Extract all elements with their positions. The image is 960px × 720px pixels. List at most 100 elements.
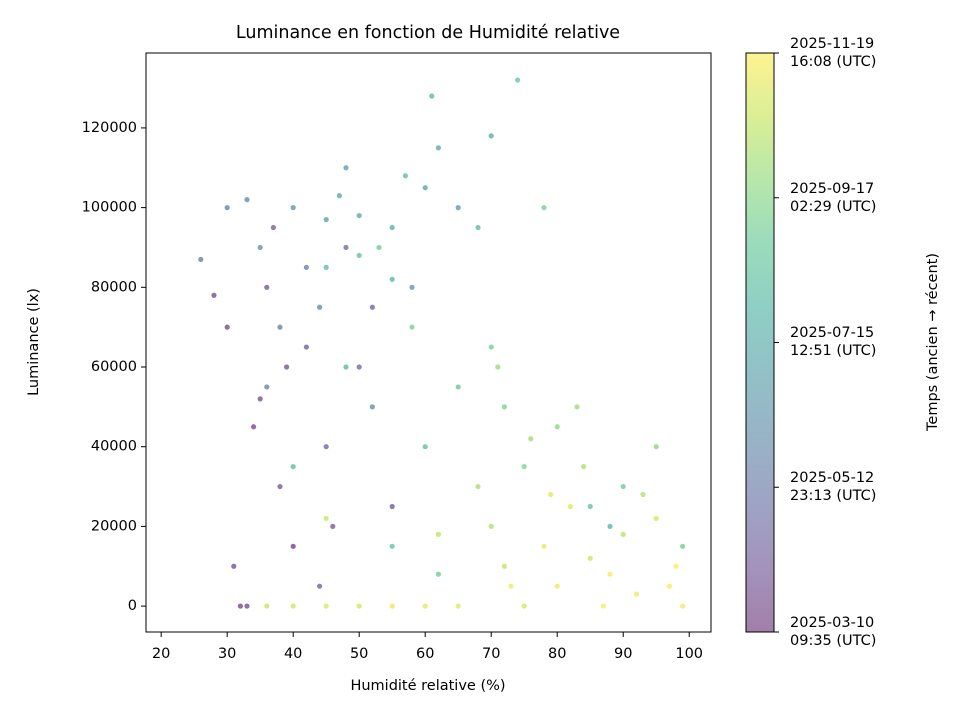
- x-tick-label: 60: [416, 646, 434, 662]
- point: [680, 603, 686, 609]
- point: [369, 404, 375, 410]
- x-tick-label: 40: [284, 646, 302, 662]
- point: [435, 531, 442, 537]
- point: [488, 523, 494, 530]
- point: [343, 364, 349, 370]
- point: [501, 563, 508, 569]
- point: [224, 205, 230, 211]
- point: [257, 244, 263, 251]
- point: [488, 133, 494, 139]
- point: [548, 491, 554, 498]
- point: [620, 483, 626, 490]
- y-tick-label: 60000: [91, 359, 137, 375]
- y-tick-label: 80000: [91, 279, 137, 295]
- point: [574, 404, 580, 410]
- point: [270, 224, 276, 231]
- point: [277, 483, 283, 490]
- point: [323, 515, 329, 522]
- point: [422, 444, 428, 450]
- point: [600, 603, 607, 609]
- point: [264, 284, 270, 290]
- x-tick-label: 30: [218, 646, 236, 662]
- y-tick-label: 0: [128, 598, 137, 614]
- y-axis-label: Luminance (lx): [26, 288, 42, 396]
- point: [422, 185, 428, 191]
- point: [330, 523, 336, 530]
- point: [475, 483, 481, 490]
- point: [290, 464, 296, 470]
- point: [607, 523, 613, 530]
- point: [554, 424, 560, 430]
- point: [495, 364, 501, 370]
- point: [389, 603, 395, 609]
- y-tick-label: 100000: [82, 200, 137, 216]
- point: [244, 197, 250, 203]
- point: [554, 583, 560, 589]
- point: [244, 603, 250, 609]
- colorbar-tick-label: 2025-03-10 09:35 (UTC): [790, 615, 877, 649]
- point: [323, 603, 329, 609]
- point: [211, 292, 217, 298]
- plot-frame: [145, 52, 712, 633]
- point: [435, 145, 442, 151]
- point: [323, 216, 329, 223]
- y-tick-label: 120000: [82, 120, 137, 136]
- point: [316, 304, 323, 310]
- point: [581, 464, 587, 470]
- point: [620, 531, 626, 537]
- point: [336, 193, 342, 199]
- point: [224, 324, 230, 330]
- point: [508, 583, 514, 589]
- point: [323, 264, 329, 270]
- point: [653, 444, 659, 450]
- point: [455, 603, 461, 609]
- colorbar-label: Temps (ancien → récent): [925, 253, 941, 432]
- point: [303, 344, 309, 350]
- y-tick-label: 40000: [91, 439, 137, 455]
- point: [607, 571, 613, 577]
- point: [521, 603, 527, 609]
- point: [515, 77, 521, 83]
- colorbar-tick-label: 2025-11-19 16:08 (UTC): [790, 36, 877, 70]
- x-tick-label: 20: [152, 646, 170, 662]
- point: [422, 603, 428, 609]
- point: [389, 224, 395, 231]
- point: [455, 384, 461, 390]
- x-tick-label: 100: [675, 646, 703, 662]
- x-tick-label: 70: [482, 646, 500, 662]
- point: [343, 244, 349, 251]
- point: [528, 436, 534, 442]
- point: [376, 244, 382, 251]
- point: [389, 543, 395, 549]
- point: [666, 583, 673, 589]
- point: [402, 173, 408, 179]
- point: [435, 571, 442, 577]
- colorbar-tick-label: 2025-07-15 12:51 (UTC): [790, 325, 877, 360]
- point: [673, 563, 679, 569]
- point: [257, 396, 263, 402]
- point: [587, 503, 593, 510]
- point: [264, 384, 270, 390]
- point: [198, 256, 204, 263]
- point: [633, 591, 640, 597]
- point: [541, 205, 547, 211]
- point: [316, 583, 323, 589]
- colorbar-tick-label: 2025-09-17 02:29 (UTC): [790, 180, 877, 215]
- point: [303, 264, 309, 270]
- point: [264, 603, 270, 609]
- point: [231, 563, 237, 569]
- point: [290, 543, 296, 549]
- chart-title: Luminance en fonction de Humidité relati…: [236, 23, 620, 43]
- x-tick-label: 80: [548, 646, 566, 662]
- point: [283, 364, 290, 370]
- point: [455, 205, 461, 211]
- point: [429, 93, 435, 99]
- point: [501, 404, 508, 410]
- point: [356, 212, 362, 219]
- point: [277, 324, 283, 330]
- point: [521, 464, 527, 470]
- point: [640, 491, 646, 498]
- y-tick-label: 20000: [91, 518, 137, 534]
- x-tick-label: 90: [614, 646, 632, 662]
- point: [323, 444, 329, 450]
